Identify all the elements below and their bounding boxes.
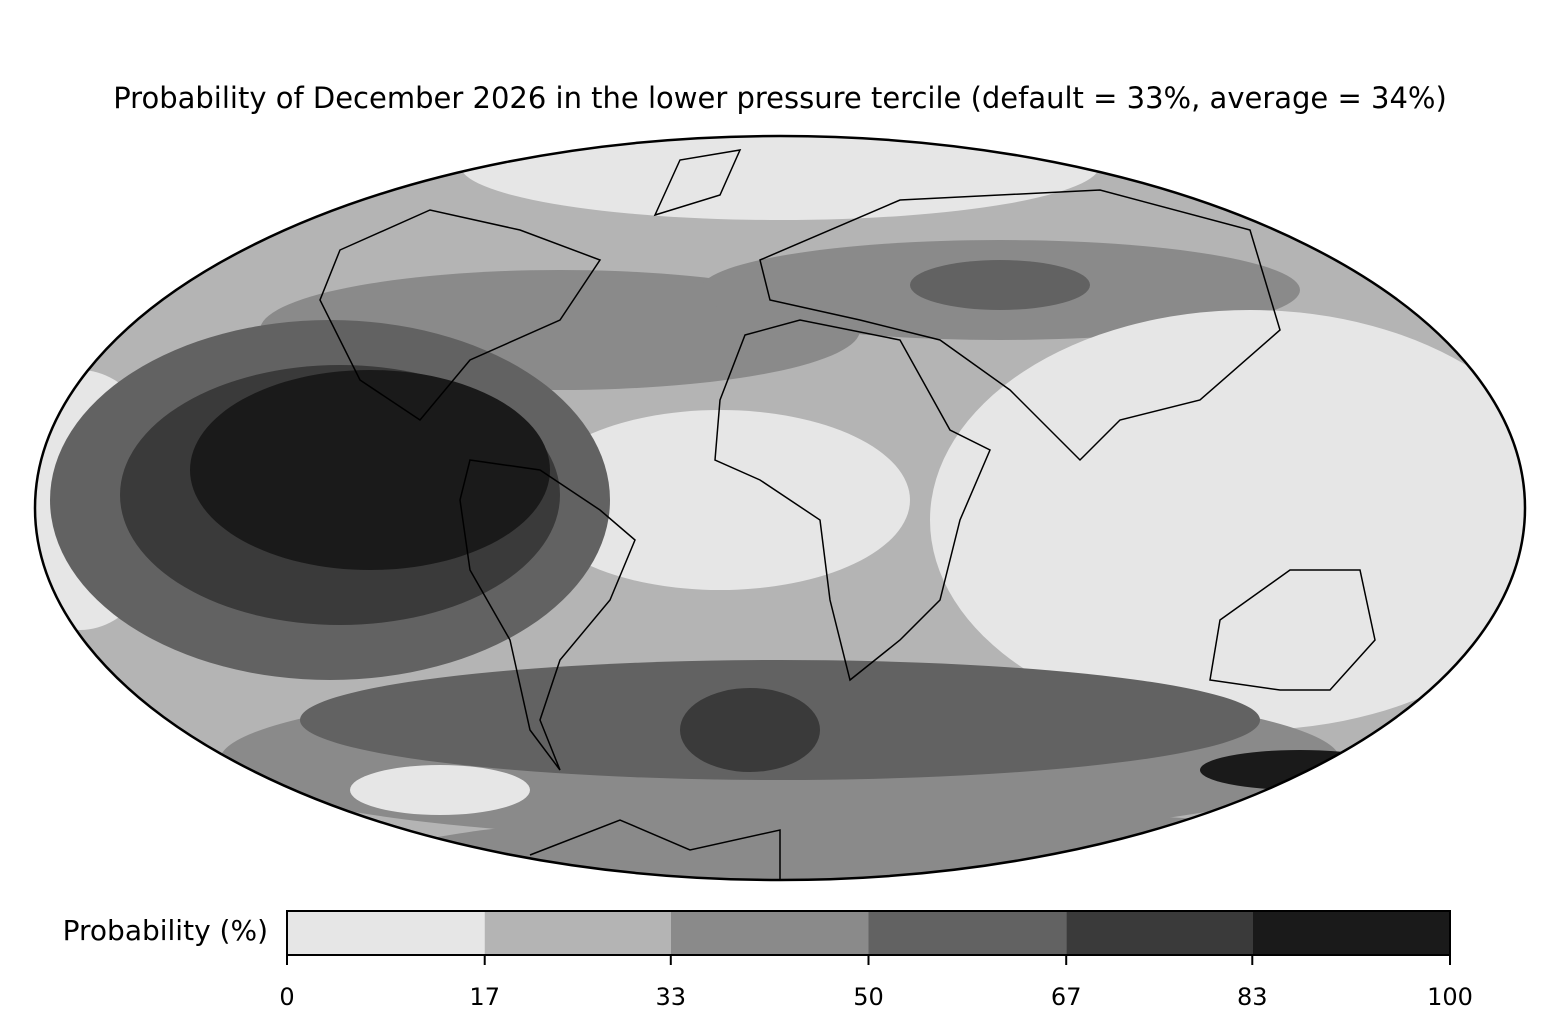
field-zone [350,765,530,815]
map-title: Probability of December 2026 in the lowe… [113,81,1447,115]
field-zone [1200,750,1400,790]
colorbar-tick-label: 17 [469,983,500,1011]
antarctica [529,819,781,880]
colorbar-tick-label: 33 [656,983,687,1011]
map-frame [33,134,1527,882]
colorbar-segment [670,911,869,955]
colorbar-segment [287,911,485,955]
field-zone [530,410,910,590]
field-zone [910,260,1090,310]
colorbar-segment [1066,911,1253,955]
north-america [319,209,602,421]
colorbar-segment [484,911,671,955]
field-zone [680,688,820,772]
colorbar-segment [868,911,1067,955]
colorbar-tick-label: 0 [279,983,294,1011]
colorbar-tick-label: 67 [1051,983,1082,1011]
coastlines [319,149,1376,880]
africa [714,319,991,682]
field-zone [190,370,550,570]
south-america [459,459,636,771]
colorbar-tick-label: 50 [853,983,884,1011]
australia [1209,569,1376,691]
colorbar-tick-label: 83 [1237,983,1268,1011]
colorbar: 0 17 33 50 67 83 100 [279,910,1473,1011]
colorbar-label: Probability (%) [63,914,268,947]
colorbar-segment [1252,911,1450,955]
map-field [35,136,1525,880]
colorbar-tick-label: 100 [1427,983,1473,1011]
field-zone [460,136,1100,220]
field-zone [930,310,1525,730]
greenland [653,149,742,217]
eurasia [759,189,1281,462]
